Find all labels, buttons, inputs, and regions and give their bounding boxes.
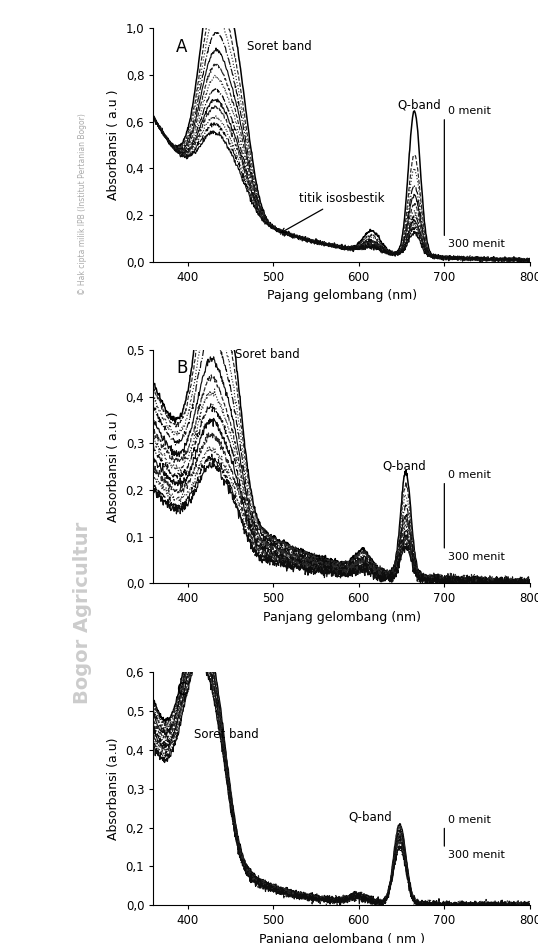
Text: Soret band: Soret band (235, 348, 299, 361)
Text: 300 menit: 300 menit (448, 850, 505, 860)
Text: C: C (176, 682, 187, 700)
Text: Soret band: Soret band (194, 728, 259, 741)
X-axis label: Panjang gelombang (nm): Panjang gelombang (nm) (263, 611, 421, 624)
X-axis label: Pajang gelombang (nm): Pajang gelombang (nm) (266, 290, 417, 302)
X-axis label: Panjang gelombang ( nm ): Panjang gelombang ( nm ) (259, 933, 424, 943)
Text: 300 menit: 300 menit (448, 239, 505, 249)
Text: Q-band: Q-band (397, 98, 441, 111)
Text: B: B (176, 359, 187, 377)
Y-axis label: Absorbansi ( a.u ): Absorbansi ( a.u ) (107, 90, 120, 200)
Text: 0 menit: 0 menit (448, 815, 491, 825)
Text: titik isosbestik: titik isosbestik (281, 192, 384, 233)
Text: 0 menit: 0 menit (448, 107, 491, 116)
Text: Q-band: Q-band (383, 460, 427, 472)
Y-axis label: Absorbansi (a.u): Absorbansi (a.u) (107, 737, 120, 840)
Text: A: A (176, 38, 187, 56)
Text: 0 menit: 0 menit (448, 470, 491, 480)
Text: Bogor Agricultur: Bogor Agricultur (73, 521, 93, 704)
Text: 300 menit: 300 menit (448, 552, 505, 562)
Text: Q-band: Q-band (349, 810, 392, 823)
Text: Soret band: Soret band (247, 40, 312, 53)
Text: © Hak cipta milik IPB (Institut Pertanian Bogor): © Hak cipta milik IPB (Institut Pertania… (79, 113, 87, 295)
Y-axis label: Absorbansi ( a.u ): Absorbansi ( a.u ) (107, 411, 120, 522)
